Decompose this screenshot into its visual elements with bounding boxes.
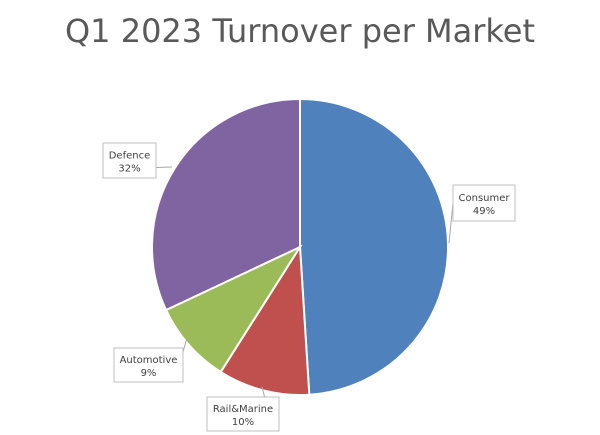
callout-percent: 10% (232, 417, 254, 428)
callout-leader-line (448, 202, 454, 244)
callout-defence: Defence 32% (102, 142, 173, 179)
pie-slice-defence (151, 97, 301, 312)
callout-rail-marine: Rail&Marine 10% (206, 386, 280, 432)
callout-box (206, 396, 280, 432)
callout-leader-line (261, 386, 266, 398)
pie-callouts: Consumer 49% Rail&Marine 10% Automotive 9% Def… (102, 142, 516, 432)
callout-leader-line (155, 166, 173, 168)
callout-percent: 49% (473, 206, 495, 217)
pie-slice-consumer (299, 97, 450, 396)
callout-box (452, 184, 516, 222)
callout-automotive: Automotive 9% (113, 337, 188, 383)
pie-slice-automotive (164, 244, 303, 374)
callout-consumer: Consumer 49% (448, 184, 516, 244)
callout-label: Consumer (459, 193, 511, 204)
callout-label: Defence (109, 151, 151, 162)
callout-percent: 32% (118, 164, 140, 175)
callout-label: Rail&Marine (213, 404, 273, 415)
callout-label: Automotive (120, 355, 178, 366)
callout-box (102, 142, 157, 179)
callout-leader-line (182, 337, 188, 353)
chart-title: Q1 2023 Turnover per Market (64, 12, 536, 50)
pie-slices (151, 97, 450, 397)
callout-percent: 9% (141, 368, 157, 379)
callout-box (113, 347, 184, 383)
